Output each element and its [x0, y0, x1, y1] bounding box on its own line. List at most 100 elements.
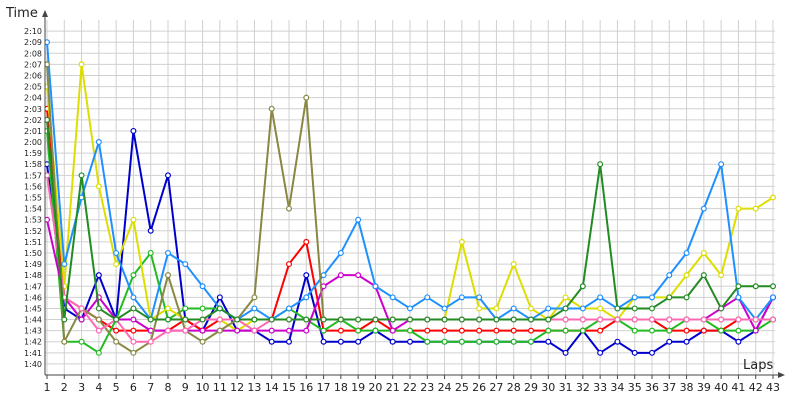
- y-tick-label: 2:00: [24, 138, 42, 147]
- data-point: [95, 349, 102, 356]
- data-point: [303, 327, 310, 334]
- y-axis-arrow: [42, 10, 48, 17]
- data-point: [631, 294, 638, 301]
- data-point: [45, 116, 50, 123]
- data-point: [199, 338, 206, 345]
- data-point: [165, 172, 172, 179]
- y-tick-label: 2:01: [24, 127, 42, 136]
- data-point: [199, 316, 206, 323]
- data-point: [355, 338, 362, 345]
- data-point: [286, 327, 293, 334]
- y-axis-title: Time: [5, 6, 38, 21]
- data-point: [337, 338, 344, 345]
- data-point: [648, 349, 655, 356]
- data-point: [95, 305, 102, 312]
- x-tick-label: 31: [559, 381, 573, 394]
- data-point: [648, 294, 655, 301]
- data-point: [614, 316, 621, 323]
- data-point: [268, 316, 275, 323]
- x-tick-label: 12: [230, 381, 244, 394]
- x-tick-label: 33: [593, 381, 607, 394]
- data-point: [95, 139, 102, 146]
- data-point: [700, 327, 707, 334]
- data-point: [113, 316, 120, 323]
- x-tick-label: 38: [680, 381, 694, 394]
- x-tick-label: 29: [524, 381, 538, 394]
- data-point: [631, 305, 638, 312]
- data-point: [683, 338, 690, 345]
- data-point: [147, 227, 154, 234]
- data-point: [493, 316, 500, 323]
- y-tick-label: 1:47: [24, 282, 42, 291]
- data-point: [337, 249, 344, 256]
- data-point: [130, 327, 137, 334]
- data-point: [545, 327, 552, 334]
- data-point: [355, 216, 362, 223]
- x-tick-label: 40: [714, 381, 728, 394]
- y-tick-label: 1:46: [24, 293, 42, 302]
- series-9: [45, 116, 776, 323]
- data-point: [407, 316, 414, 323]
- data-point: [147, 316, 154, 323]
- x-axis-title: Laps: [743, 358, 773, 373]
- data-point: [355, 272, 362, 279]
- data-point: [476, 327, 483, 334]
- y-tick-label: 1:53: [24, 216, 42, 225]
- y-tick-label: 2:04: [24, 94, 42, 103]
- y-tick-label: 2:02: [24, 116, 42, 125]
- data-point: [597, 161, 604, 168]
- data-point: [234, 316, 241, 323]
- data-point: [372, 283, 379, 290]
- data-point: [458, 327, 465, 334]
- data-point: [234, 327, 241, 334]
- y-tick-label: 2:05: [24, 83, 42, 92]
- data-point: [95, 272, 102, 279]
- data-point: [458, 238, 465, 245]
- y-tick-label: 2:06: [24, 71, 42, 80]
- data-point: [147, 249, 154, 256]
- y-tick-label: 1:48: [24, 271, 42, 280]
- data-point: [424, 316, 431, 323]
- data-point: [199, 305, 206, 312]
- data-point: [45, 216, 50, 223]
- x-tick-label: 39: [697, 381, 711, 394]
- data-point: [510, 327, 517, 334]
- data-point: [424, 327, 431, 334]
- data-point: [268, 338, 275, 345]
- data-point: [458, 316, 465, 323]
- data-point: [165, 327, 172, 334]
- x-tick-label: 21: [386, 381, 400, 394]
- data-point: [735, 327, 742, 334]
- data-point: [165, 249, 172, 256]
- data-point: [286, 338, 293, 345]
- data-point: [631, 316, 638, 323]
- data-point: [527, 316, 534, 323]
- data-point: [372, 316, 379, 323]
- data-point: [268, 327, 275, 334]
- x-tick-label: 30: [541, 381, 555, 394]
- data-point: [476, 294, 483, 301]
- data-point: [527, 327, 534, 334]
- data-point: [303, 316, 310, 323]
- data-point: [130, 316, 137, 323]
- data-point: [493, 327, 500, 334]
- y-tick-label: 2:10: [24, 27, 42, 36]
- data-point: [666, 316, 673, 323]
- x-tick-label: 19: [351, 381, 365, 394]
- data-point: [614, 338, 621, 345]
- data-point: [614, 305, 621, 312]
- data-point: [130, 294, 137, 301]
- data-point: [735, 316, 742, 323]
- data-point: [320, 327, 327, 334]
- data-point: [45, 39, 50, 46]
- data-point: [61, 316, 68, 323]
- x-tick-label: 5: [113, 381, 120, 394]
- data-point: [648, 327, 655, 334]
- data-point: [251, 294, 258, 301]
- data-point: [337, 272, 344, 279]
- data-point: [424, 338, 431, 345]
- data-point: [666, 327, 673, 334]
- y-tick-label: 2:08: [24, 49, 42, 58]
- data-point: [735, 338, 742, 345]
